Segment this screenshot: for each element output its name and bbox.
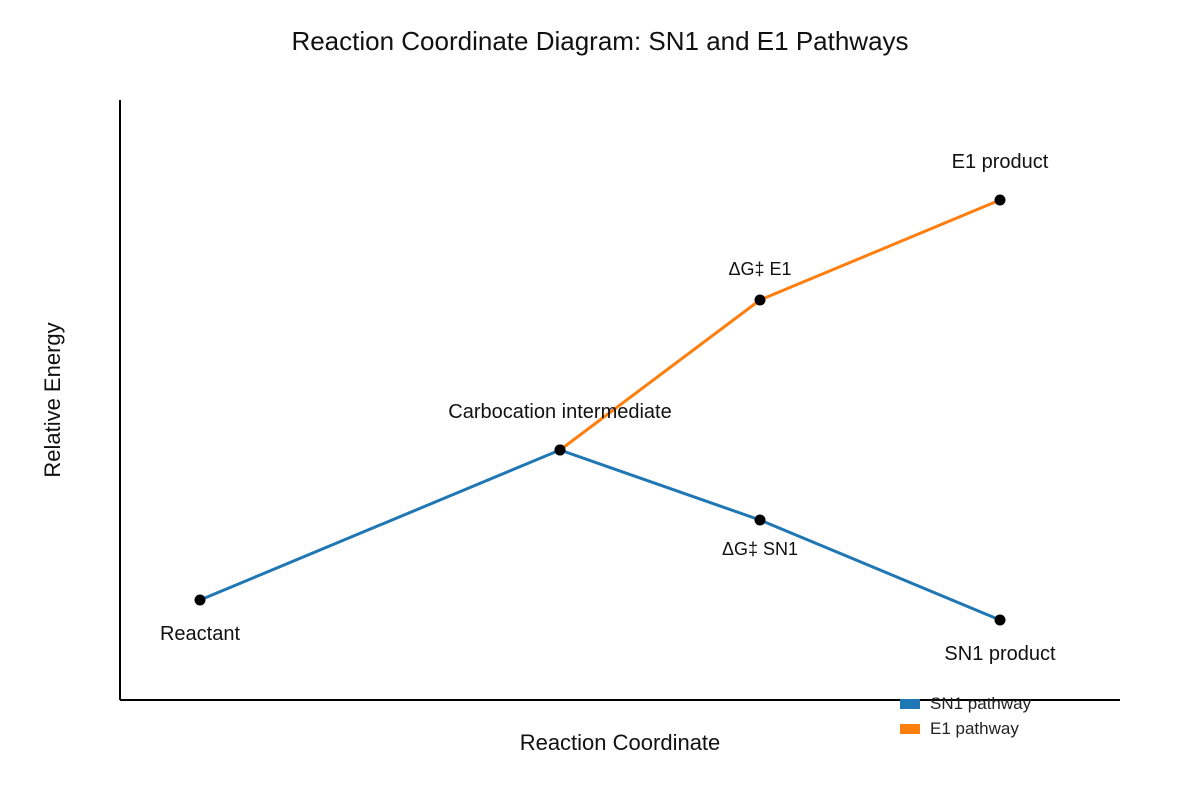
- point-label-sn1-product: SN1 product: [944, 643, 1056, 665]
- x-axis-title: Reaction Coordinate: [520, 730, 721, 755]
- legend-label-sn1: SN1 pathway: [930, 694, 1032, 713]
- e1-pathway-point-2: [994, 194, 1006, 206]
- legend-swatch-sn1: [900, 699, 920, 709]
- labels-layer: Reactant Carbocation intermediate ΔG‡ SN1 S…: [160, 151, 1056, 665]
- point-label-reactant: Reactant: [160, 623, 240, 645]
- legend-swatch-e1: [900, 724, 920, 734]
- sn1-pathway-line: [199, 448, 1001, 622]
- sn1-pathway-point-0: [194, 594, 206, 606]
- chart-title: Reaction Coordinate Diagram: SN1 and E1 …: [291, 26, 908, 56]
- e1-pathway-point-0: [554, 444, 566, 456]
- sn1-pathway-point-2: [754, 514, 766, 526]
- e1-pathway-point-1: [754, 294, 766, 306]
- point-label-e1-product: E1 product: [952, 151, 1049, 173]
- y-axis-title: Relative Energy: [40, 322, 65, 477]
- sn1-pathway-point-3: [994, 614, 1006, 626]
- legend-label-e1: E1 pathway: [930, 719, 1019, 738]
- legend: SN1 pathway E1 pathway: [900, 694, 1032, 738]
- point-label-carbocation-intermediate: Carbocation intermediate: [448, 401, 671, 423]
- points-layer: [194, 194, 1006, 626]
- point-label-g-e1: ΔG‡ E1: [728, 259, 791, 279]
- point-label-g-sn1: ΔG‡ SN1: [722, 539, 798, 559]
